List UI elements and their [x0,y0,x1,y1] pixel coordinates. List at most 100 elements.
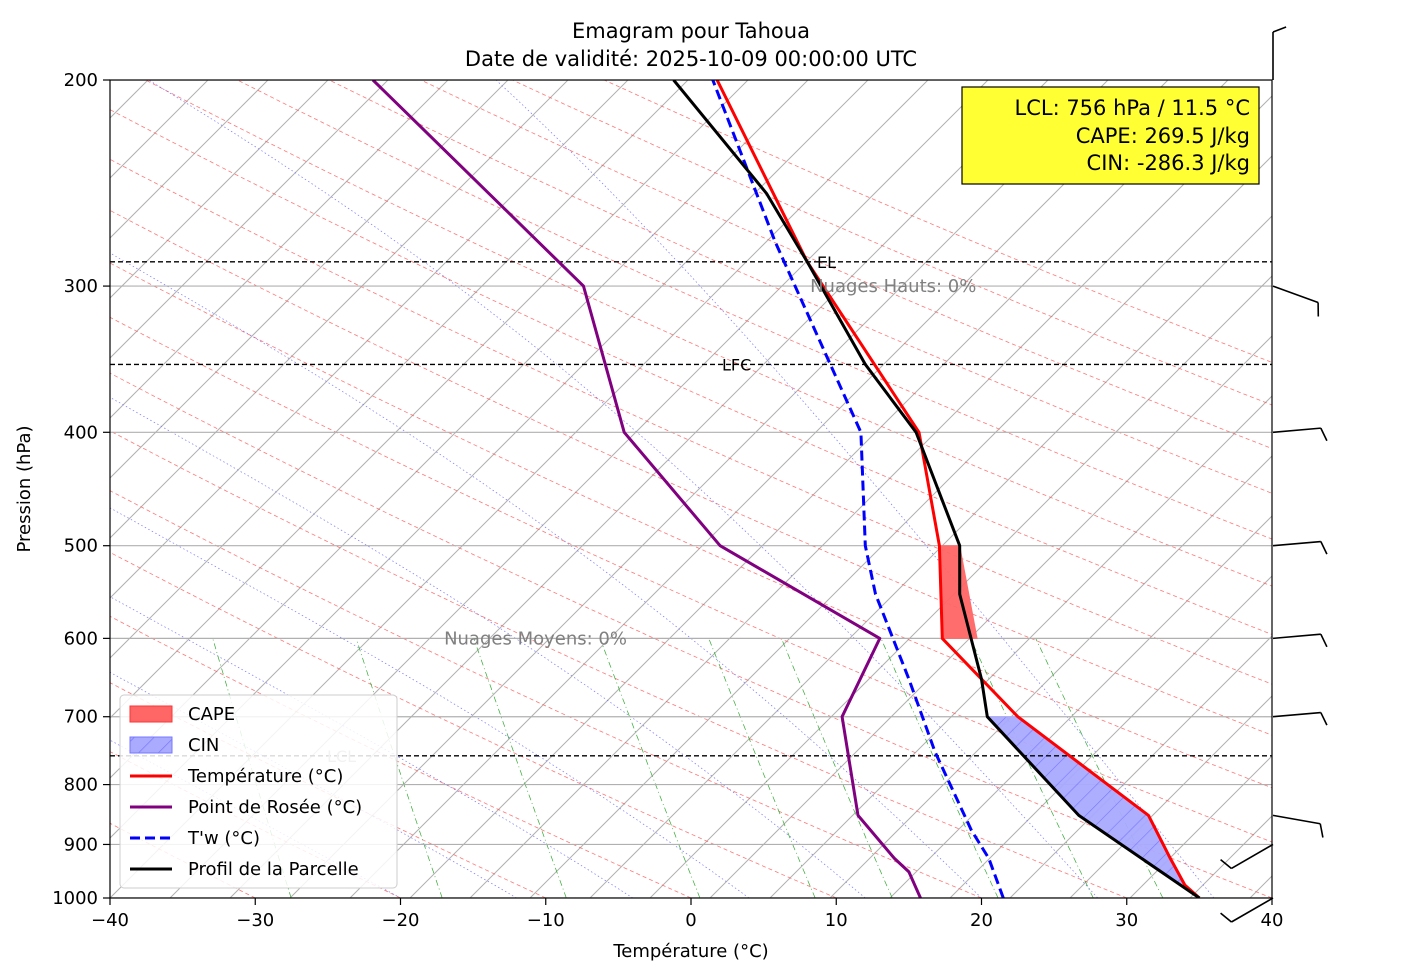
y-tick-label: 900 [64,834,98,855]
y-tick-label: 700 [64,707,98,728]
isotherm-line [110,80,389,359]
wind-barbs [1220,26,1328,923]
legend-label: T'w (°C) [187,828,260,849]
y-tick-label: 200 [64,70,98,91]
mixing-ratio-line [880,638,999,898]
legend-label: CIN [188,735,219,756]
x-tick-label: 10 [825,910,848,931]
info-cape: CAPE: 269.5 J/kg [1076,124,1250,148]
dry-adiabat [110,372,1272,898]
info-lcl: LCL: 756 hPa / 11.5 °C [1015,96,1251,120]
isotherm-line [469,95,1272,898]
dry-adiabat [110,109,1272,635]
lfc-label: LFC [722,355,751,374]
isotherm-line [110,80,449,419]
y-axis-label: Pression (hPa) [14,425,35,552]
x-tick-label: 0 [685,910,696,931]
isotherm-line [110,80,509,479]
y-tick-label: 300 [64,276,98,297]
isotherm-line [1310,80,1404,898]
x-tick-label: 20 [970,910,993,931]
legend-swatch [129,705,173,723]
dry-adiabat [604,80,1272,363]
isotherm-line [709,335,1272,898]
isotherm-line [829,455,1272,898]
moist-adiabat [110,252,982,898]
wind-barb [1231,897,1274,923]
series-line-3 [672,80,1201,898]
legend-swatch [129,736,173,754]
isotherm-line [1009,635,1272,898]
legend-label: CAPE [188,704,235,725]
isotherm-line [1249,875,1272,898]
isotherm-line [769,395,1272,898]
cloud-annotation: Nuages Hauts: 0% [810,276,976,297]
isotherm-line [409,80,1229,898]
series-line-1 [371,80,922,898]
dry-adiabat [420,80,1272,449]
mixing-ratio-line [708,638,816,898]
x-tick-label: −30 [236,910,274,931]
isotherm-line [949,575,1272,898]
y-tick-label: 600 [64,628,98,649]
isotherm-line [110,80,329,299]
wind-barb-flag [1320,541,1328,555]
legend: CAPE CIN Température (°C) Point de Rosée (°… [119,694,398,889]
info-box: LCL: 756 hPa / 11.5 °C CAPE: 269.5 J/kg … [961,86,1260,185]
wind-barb-flag [1320,712,1328,726]
y-tick-label: 1000 [52,888,98,909]
series-line-2 [711,80,1005,898]
mixing-ratio-line [599,638,701,898]
isotherm-line [889,515,1272,898]
isotherm-line [1069,695,1272,898]
isotherm-line [289,80,1109,898]
moist-adiabat [495,80,1215,898]
isotherm-line [349,80,1169,898]
isotherm-line [110,80,569,539]
isotherm-line [110,80,629,599]
x-tick-label: 30 [1115,910,1138,931]
wind-barb-flag [1220,858,1232,870]
legend-label: Profil de la Parcelle [188,859,359,880]
x-tick-label: −20 [382,910,420,931]
wind-barb [1272,814,1321,825]
wind-barb [1231,843,1274,870]
isotherm-line [1189,815,1272,898]
isotherm-line [110,80,269,239]
isotherm-line [649,275,1272,898]
y-tick-label: 400 [64,422,98,443]
dry-adiabat [145,80,1272,587]
moist-adiabat [148,80,1098,898]
wind-barb-flag [1320,427,1328,442]
cin-region [986,716,1200,898]
dry-adiabat [512,80,1272,406]
wind-barb-flag [1272,26,1287,33]
profile-lines [371,80,1201,898]
legend-label: Point de Rosée (°C) [188,797,362,818]
wind-barb [1272,633,1321,640]
info-cin: CIN: -286.3 J/kg [1087,151,1250,175]
dry-adiabat [328,80,1272,494]
series-line-0 [715,80,1201,898]
wind-barb [1272,540,1321,547]
isotherm-line [110,80,689,659]
y-tick-label: 800 [64,775,98,796]
isotherm-line [1129,755,1272,898]
mixing-ratio-line [781,638,893,898]
x-axis-label: Température (°C) [612,941,768,962]
chart-subtitle: Date de validité: 2025-10-09 00:00:00 UT… [465,47,917,71]
x-tick-label: −10 [527,910,565,931]
el-label: EL [817,253,836,272]
cloud-annotation: Nuages Moyens: 0% [444,628,627,649]
legend-box [119,694,398,889]
y-tick-label: 500 [64,536,98,557]
x-tick-label: 40 [1261,910,1284,931]
wind-barb-flag [1220,912,1232,923]
legend-label: Température (°C) [187,766,343,787]
wind-barb [1272,711,1321,718]
wind-barb [1272,285,1319,304]
x-tick-label: −40 [91,910,129,931]
chart-title: Emagram pour Tahoua [572,19,810,43]
mixing-ratio-line [473,638,567,898]
